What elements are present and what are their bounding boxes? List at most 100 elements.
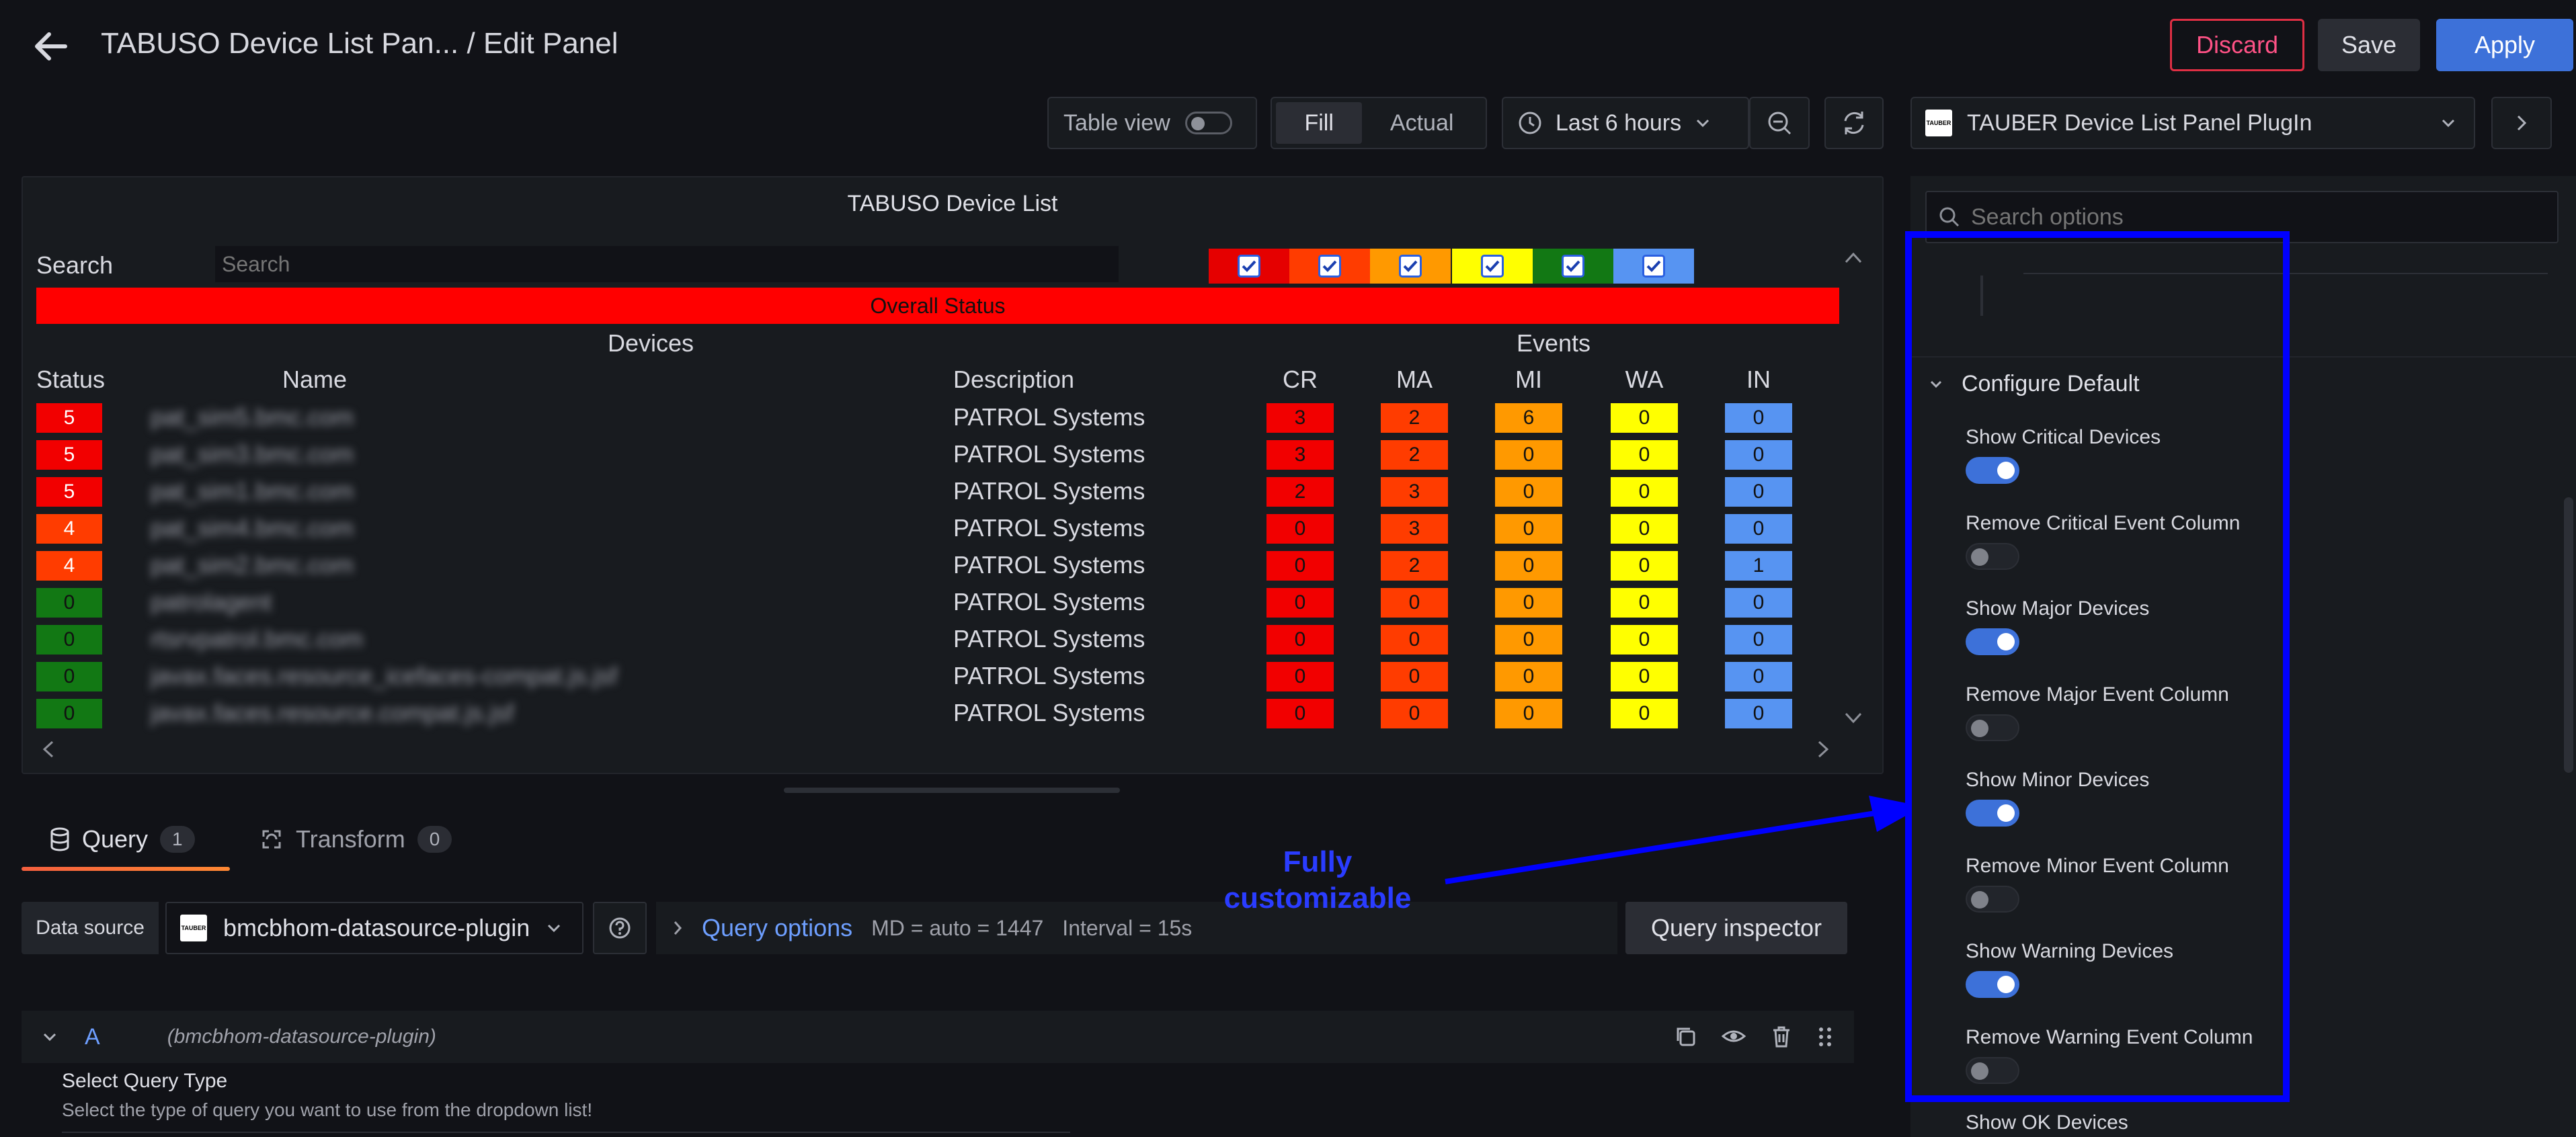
option-show-ok-devices: Show OK Devices bbox=[1966, 1111, 2128, 1134]
chevron-down-icon[interactable] bbox=[42, 1031, 58, 1042]
chevron-down-icon bbox=[2442, 119, 2455, 128]
query-datasource-name: (bmcbhom-datasource-plugin) bbox=[167, 1025, 436, 1048]
back-button[interactable] bbox=[27, 23, 74, 70]
table-view-switch[interactable] bbox=[1184, 112, 1232, 134]
time-picker[interactable]: Last 6 hours bbox=[1502, 97, 1749, 149]
device-name[interactable]: rtsrvpatrol.bmc.com bbox=[151, 625, 364, 652]
table-view-toggle[interactable]: Table view bbox=[1047, 97, 1257, 149]
drag-handle-icon[interactable] bbox=[1816, 1025, 1834, 1049]
tab-transform[interactable]: Transform 0 bbox=[259, 825, 452, 853]
checkmark-icon bbox=[1481, 255, 1504, 278]
severity-filter-checkbox[interactable] bbox=[1533, 249, 1613, 284]
severity-filter-checkbox[interactable] bbox=[1370, 249, 1451, 284]
interval-value: Interval = 15s bbox=[1062, 915, 1193, 940]
option-toggle[interactable] bbox=[1966, 542, 2019, 570]
column-header[interactable]: Name bbox=[282, 366, 348, 393]
option-toggle[interactable] bbox=[1966, 800, 2019, 827]
option-toggle[interactable] bbox=[1966, 714, 2019, 741]
column-header[interactable]: IN bbox=[1746, 366, 1771, 393]
column-header[interactable]: CR bbox=[1283, 366, 1318, 393]
device-description: PATROL Systems bbox=[953, 662, 1145, 689]
plugin-logo-icon: TAUBER bbox=[1925, 110, 1952, 136]
device-name[interactable]: javax.faces.resource.compat.js.jsf bbox=[151, 699, 514, 726]
severity-filter-checkbox[interactable] bbox=[1289, 249, 1370, 284]
dashboard-title[interactable]: TABUSO Device List Pan... bbox=[101, 27, 459, 60]
option-toggle[interactable] bbox=[1966, 971, 2019, 998]
option-toggle[interactable] bbox=[1966, 1056, 2019, 1084]
options-scrollbar[interactable] bbox=[2564, 497, 2573, 773]
divider bbox=[1980, 276, 1983, 316]
event-count-cell: 0 bbox=[1611, 551, 1678, 581]
refresh-button[interactable] bbox=[1824, 97, 1884, 149]
device-name[interactable]: pat_sim1.bmc.com bbox=[151, 477, 354, 505]
device-name[interactable]: pat_sim3.bmc.com bbox=[151, 440, 354, 468]
active-tab-indicator bbox=[22, 867, 230, 871]
column-header[interactable]: MI bbox=[1515, 366, 1542, 393]
scroll-down-icon[interactable] bbox=[1843, 710, 1863, 726]
event-count-cell: 0 bbox=[1266, 662, 1334, 691]
panel-resize-handle[interactable] bbox=[784, 788, 1120, 793]
event-count-cell: 2 bbox=[1381, 440, 1448, 470]
status-cell: 0 bbox=[36, 625, 102, 655]
scroll-up-icon[interactable] bbox=[1843, 250, 1863, 266]
checkmark-icon bbox=[1318, 255, 1341, 278]
query-inspector-button[interactable]: Query inspector bbox=[1625, 902, 1847, 954]
checkmark-icon bbox=[1399, 255, 1422, 278]
fill-option[interactable]: Fill bbox=[1276, 102, 1363, 144]
event-count-cell: 0 bbox=[1725, 403, 1792, 433]
severity-filter-checkbox[interactable] bbox=[1452, 249, 1533, 284]
event-count-cell: 0 bbox=[1266, 551, 1334, 581]
checkmark-icon bbox=[1642, 255, 1665, 278]
duplicate-icon[interactable] bbox=[1674, 1025, 1697, 1048]
eye-icon[interactable] bbox=[1721, 1025, 1746, 1048]
scroll-left-icon[interactable] bbox=[40, 739, 56, 759]
datasource-help-button[interactable] bbox=[593, 902, 647, 954]
query-options-bar[interactable]: Query options MD = auto = 1447 Interval … bbox=[656, 902, 1617, 954]
option-toggle[interactable] bbox=[1966, 457, 2019, 484]
event-count-cell: 0 bbox=[1725, 662, 1792, 691]
device-search-input[interactable] bbox=[215, 246, 1119, 282]
tab-transform-label: Transform bbox=[296, 825, 405, 853]
severity-filter-checkbox[interactable] bbox=[1209, 249, 1289, 284]
scroll-right-icon[interactable] bbox=[1815, 739, 1831, 759]
column-header[interactable]: Status bbox=[36, 366, 106, 393]
column-header[interactable]: Description bbox=[953, 366, 1075, 393]
zoom-out-button[interactable] bbox=[1749, 97, 1810, 149]
query-letter[interactable]: A bbox=[85, 1023, 100, 1050]
device-name[interactable]: patrolagent bbox=[151, 588, 272, 616]
apply-button[interactable]: Apply bbox=[2436, 19, 2573, 71]
save-button[interactable]: Save bbox=[2318, 19, 2420, 71]
clock-icon bbox=[1519, 112, 1541, 134]
device-description: PATROL Systems bbox=[953, 551, 1145, 579]
query-type-dropdown[interactable] bbox=[62, 1132, 1070, 1137]
option-toggle[interactable] bbox=[1966, 628, 2019, 655]
device-name[interactable]: pat_sim2.bmc.com bbox=[151, 551, 354, 579]
column-header[interactable]: MA bbox=[1396, 366, 1433, 393]
device-name[interactable]: pat_sim5.bmc.com bbox=[151, 403, 354, 431]
visualization-picker[interactable]: TAUBER TAUBER Device List Panel PlugIn bbox=[1910, 97, 2475, 149]
discard-button[interactable]: Discard bbox=[2170, 19, 2304, 71]
query-row-a[interactable]: A (bmcbhom-datasource-plugin) bbox=[22, 1011, 1854, 1063]
tab-query[interactable]: Query 1 bbox=[50, 825, 195, 853]
severity-filter-checkbox[interactable] bbox=[1613, 249, 1694, 284]
column-header[interactable]: WA bbox=[1625, 366, 1664, 393]
option-toggle[interactable] bbox=[1966, 885, 2019, 913]
annotation-arrow bbox=[1445, 796, 1923, 884]
collapse-options-button[interactable] bbox=[2491, 97, 2552, 149]
options-search-input[interactable] bbox=[1971, 204, 2509, 230]
option-label: Remove Warning Event Column bbox=[1966, 1025, 2253, 1048]
query-options-label[interactable]: Query options bbox=[702, 914, 853, 941]
configure-default-section[interactable]: Configure Default bbox=[1929, 371, 2140, 397]
datasource-picker[interactable]: TAUBER bmcbhom-datasource-plugin bbox=[165, 902, 583, 954]
events-header: Events bbox=[1517, 329, 1591, 357]
actual-option[interactable]: Actual bbox=[1390, 110, 1454, 136]
trash-icon[interactable] bbox=[1771, 1025, 1792, 1049]
event-count-cell: 0 bbox=[1495, 514, 1562, 544]
option-label: Show Minor Devices bbox=[1966, 769, 2150, 791]
datasource-label: Data source bbox=[22, 902, 159, 954]
event-count-cell: 0 bbox=[1611, 588, 1678, 618]
device-name[interactable]: javax.faces.resource_icefaces-compat.js.… bbox=[151, 662, 618, 689]
event-count-cell: 0 bbox=[1725, 699, 1792, 728]
device-name[interactable]: pat_sim4.bmc.com bbox=[151, 514, 354, 542]
arrow-left-icon bbox=[35, 32, 67, 60]
